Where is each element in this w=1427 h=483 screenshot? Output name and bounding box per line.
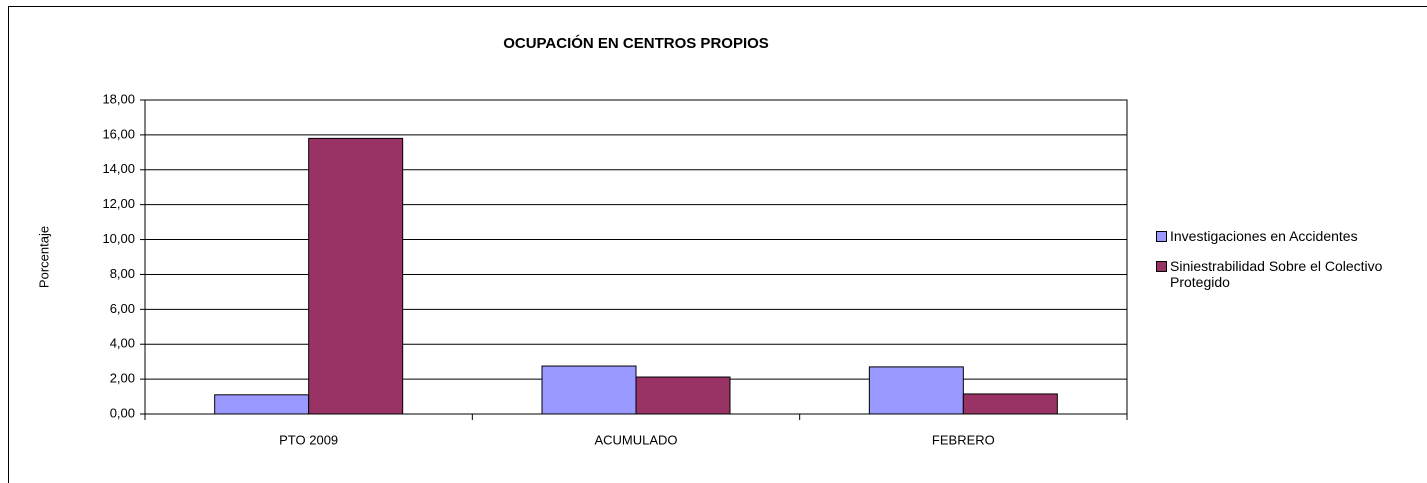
x-tick-label: ACUMULADO bbox=[594, 432, 677, 447]
y-tick-label: 4,00 bbox=[110, 336, 135, 351]
bar bbox=[308, 137, 404, 415]
y-tick-label: 12,00 bbox=[102, 196, 135, 211]
legend: Investigaciones en Accidentes Siniestrabi… bbox=[1150, 228, 1426, 304]
x-tick-label: PTO 2009 bbox=[279, 432, 338, 447]
legend-swatch bbox=[1156, 231, 1167, 242]
x-tick-label: FEBRERO bbox=[932, 432, 995, 447]
legend-label: Siniestrabilidad Sobre el Colectivo Prot… bbox=[1170, 258, 1383, 290]
bar bbox=[868, 366, 964, 415]
bar bbox=[962, 393, 1058, 415]
y-tick-label: 16,00 bbox=[102, 126, 135, 141]
legend-item: Siniestrabilidad Sobre el Colectivo Prot… bbox=[1150, 258, 1426, 290]
bar bbox=[214, 394, 310, 415]
legend-swatch bbox=[1156, 261, 1167, 272]
y-tick-label: 8,00 bbox=[110, 266, 135, 281]
y-tick-label: 6,00 bbox=[110, 301, 135, 316]
y-tick-label: 2,00 bbox=[110, 371, 135, 386]
bar bbox=[541, 365, 637, 415]
chart-title: OCUPACIÓN EN CENTROS PROPIOS bbox=[503, 34, 769, 52]
y-tick-label: 14,00 bbox=[102, 161, 135, 176]
bar bbox=[635, 376, 731, 415]
y-tick-label: 0,00 bbox=[110, 405, 135, 420]
legend-item: Investigaciones en Accidentes bbox=[1150, 228, 1426, 244]
chart-frame bbox=[8, 6, 1427, 483]
y-tick-label: 18,00 bbox=[102, 91, 135, 106]
legend-label: Investigaciones en Accidentes bbox=[1170, 228, 1358, 244]
y-axis-label: Porcentaje bbox=[36, 226, 51, 288]
y-tick-label: 10,00 bbox=[102, 231, 135, 246]
